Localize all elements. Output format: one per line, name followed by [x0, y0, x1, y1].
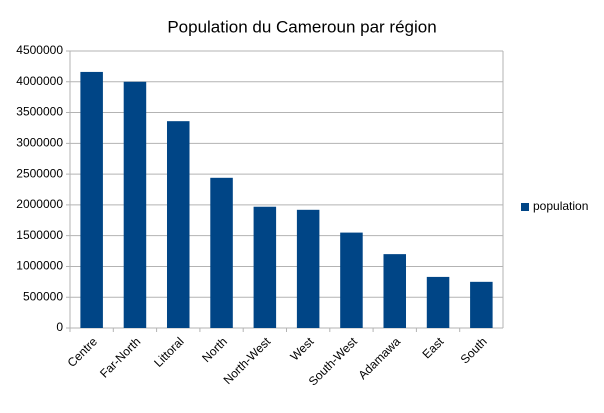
y-tick-label: 0	[56, 320, 63, 334]
bar	[340, 232, 363, 328]
bar	[80, 71, 103, 328]
bar	[210, 177, 233, 328]
bar	[253, 206, 277, 328]
y-tick-label: 1500000	[16, 228, 63, 242]
bar	[426, 276, 450, 328]
y-tick-label: 3500000	[16, 105, 63, 119]
y-tick-label: 2000000	[16, 197, 63, 211]
legend-label: population	[533, 199, 588, 213]
y-tick-label: 2500000	[16, 166, 63, 180]
chart-title: Population du Cameroun par région	[167, 17, 436, 36]
legend-swatch	[521, 203, 529, 211]
y-tick-label: 4000000	[16, 74, 63, 88]
y-tick-label: 3000000	[16, 136, 63, 150]
bar	[383, 254, 407, 328]
y-tick-label: 1000000	[16, 259, 63, 273]
y-tick-label: 4500000	[16, 43, 63, 57]
bar	[470, 281, 493, 328]
bar	[166, 121, 190, 328]
bar	[296, 209, 320, 328]
bar	[123, 81, 147, 329]
y-tick-label: 500000	[23, 289, 63, 303]
